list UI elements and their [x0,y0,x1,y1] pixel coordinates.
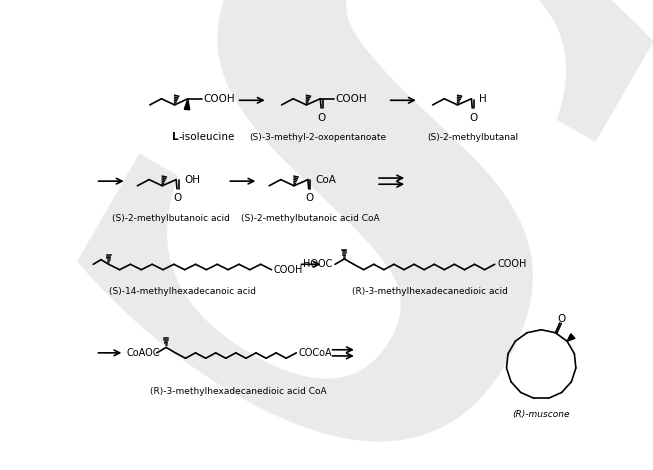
Text: (R)-3-methylhexadecanedioic acid: (R)-3-methylhexadecanedioic acid [352,287,507,296]
Text: (S)-2-methylbutanal: (S)-2-methylbutanal [428,133,518,142]
Text: COCoA: COCoA [298,348,332,358]
Text: L: L [172,132,178,142]
Text: COOH: COOH [497,259,526,269]
Text: O: O [469,113,477,123]
Text: (S)-3-methyl-2-oxopentanoate: (S)-3-methyl-2-oxopentanoate [249,133,387,142]
Text: CoAOC: CoAOC [127,348,160,358]
Text: COOH: COOH [274,265,303,274]
Text: O: O [306,194,313,204]
Polygon shape [567,334,575,341]
Text: COOH: COOH [336,94,368,104]
Text: H: H [479,94,487,104]
Text: (R)-3-methylhexadecanedioic acid CoA: (R)-3-methylhexadecanedioic acid CoA [150,387,326,396]
Polygon shape [184,99,190,110]
Text: O: O [318,113,326,123]
Text: O: O [174,194,182,204]
Text: (R)-muscone: (R)-muscone [513,410,570,419]
Text: -isoleucine: -isoleucine [178,132,235,142]
Text: (S)-14-methylhexadecanoic acid: (S)-14-methylhexadecanoic acid [109,287,256,296]
Text: (S)-2-methylbutanoic acid CoA: (S)-2-methylbutanoic acid CoA [241,213,379,223]
Text: OH: OH [184,174,200,185]
Text: O: O [557,314,565,324]
Text: HOOC: HOOC [302,259,332,269]
Text: (S)-2-methylbutanoic acid: (S)-2-methylbutanoic acid [112,213,230,223]
Text: COOH: COOH [203,94,235,104]
Text: CoA: CoA [315,174,336,185]
